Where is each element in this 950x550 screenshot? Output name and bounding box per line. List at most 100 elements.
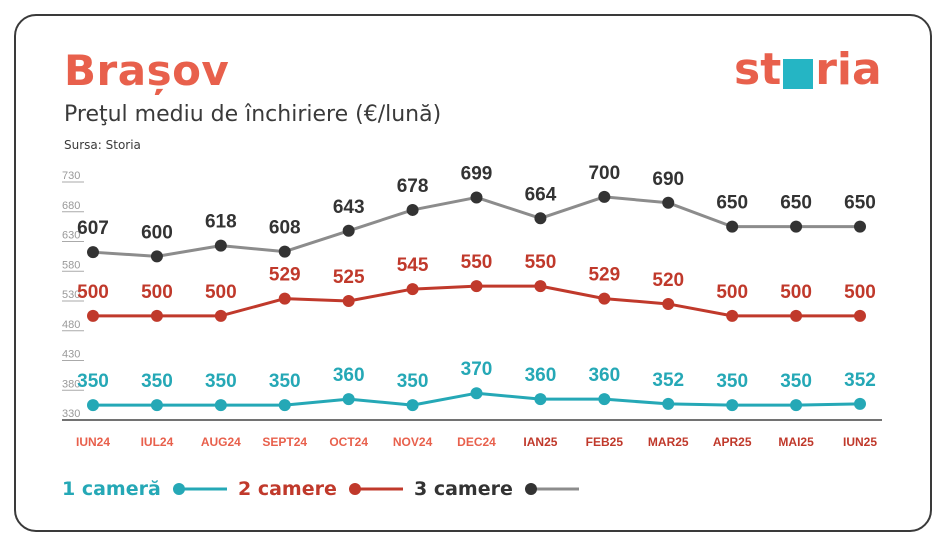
data-label-2-camere: 500 bbox=[141, 282, 173, 303]
data-point-3-camere bbox=[534, 212, 547, 225]
data-point-1-camera bbox=[790, 399, 803, 412]
y-tick-label: 630 bbox=[62, 230, 80, 242]
data-point-2-camere bbox=[854, 309, 866, 322]
data-point-2-camere bbox=[662, 297, 675, 310]
data-label-1-camera: 360 bbox=[525, 365, 557, 386]
legend-label-3-camere: 3 camere bbox=[414, 478, 513, 500]
data-point-3-camere bbox=[854, 220, 866, 233]
y-tick-label: 730 bbox=[62, 170, 80, 182]
data-point-2-camere bbox=[470, 280, 483, 293]
data-point-3-camere bbox=[790, 220, 803, 233]
legend-item-3-camere: 3 camere bbox=[414, 478, 581, 500]
data-point-2-camere bbox=[214, 309, 227, 322]
data-point-3-camere bbox=[214, 239, 227, 252]
legend-label-2-camere: 2 camere bbox=[238, 478, 337, 500]
data-point-1-camera bbox=[726, 399, 739, 412]
data-point-3-camere bbox=[726, 220, 739, 233]
data-label-3-camere: 650 bbox=[780, 193, 812, 214]
data-point-2-camere bbox=[150, 309, 163, 322]
data-point-3-camere bbox=[662, 196, 675, 209]
data-point-1-camera bbox=[150, 399, 163, 412]
data-point-2-camere bbox=[278, 292, 291, 305]
data-label-3-camere: 678 bbox=[397, 176, 429, 197]
data-point-2-camere bbox=[534, 280, 547, 293]
data-label-3-camere: 618 bbox=[205, 212, 237, 233]
data-label-1-camera: 350 bbox=[397, 371, 429, 392]
data-label-1-camera: 360 bbox=[588, 365, 620, 386]
data-label-3-camere: 607 bbox=[77, 218, 109, 239]
data-label-2-camere: 550 bbox=[461, 252, 493, 273]
legend-swatch-2-camere bbox=[348, 483, 403, 495]
x-tick-label: NOV24 bbox=[393, 435, 433, 449]
data-label-2-camere: 525 bbox=[333, 267, 365, 288]
x-tick-label: DEC24 bbox=[457, 435, 496, 449]
chart-subtitle: Preţul mediu de închiriere (€/lună) bbox=[64, 102, 442, 127]
x-tick-label: SEPT24 bbox=[262, 435, 307, 449]
legend-label-1-camera: 1 cameră bbox=[62, 478, 161, 500]
legend-item-1-camera: 1 cameră bbox=[62, 478, 229, 500]
x-tick-label: IUN24 bbox=[76, 435, 110, 449]
data-label-1-camera: 370 bbox=[461, 359, 493, 380]
data-point-1-camera bbox=[854, 397, 866, 410]
data-label-1-camera: 350 bbox=[205, 371, 237, 392]
data-label-3-camere: 690 bbox=[652, 169, 684, 190]
x-tick-label: MAI25 bbox=[778, 435, 814, 449]
data-label-2-camere: 500 bbox=[77, 282, 109, 303]
data-point-1-camera bbox=[406, 399, 419, 412]
data-point-1-camera bbox=[470, 387, 483, 400]
data-label-1-camera: 350 bbox=[716, 371, 748, 392]
data-point-1-camera bbox=[214, 399, 227, 412]
data-label-1-camera: 352 bbox=[844, 370, 876, 391]
x-tick-label: IUN25 bbox=[843, 435, 877, 449]
data-point-3-camere bbox=[278, 245, 291, 258]
data-point-3-camere bbox=[342, 224, 355, 237]
x-tick-label: IAN25 bbox=[523, 435, 557, 449]
data-label-2-camere: 520 bbox=[652, 270, 684, 291]
y-tick-label: 330 bbox=[62, 408, 80, 420]
x-tick-label: OCT24 bbox=[329, 435, 368, 449]
data-label-3-camere: 650 bbox=[844, 193, 876, 214]
data-label-2-camere: 529 bbox=[269, 265, 301, 286]
data-label-3-camere: 699 bbox=[461, 163, 493, 184]
data-point-1-camera bbox=[662, 397, 675, 410]
data-point-1-camera bbox=[87, 399, 99, 412]
data-point-3-camere bbox=[406, 203, 419, 216]
x-tick-label: APR25 bbox=[713, 435, 752, 449]
logo-text-left: st bbox=[734, 44, 782, 95]
y-tick-label: 480 bbox=[62, 319, 80, 331]
data-label-2-camere: 529 bbox=[588, 265, 620, 286]
x-tick-label: MAR25 bbox=[648, 435, 689, 449]
data-point-1-camera bbox=[278, 399, 291, 412]
legend-item-2-camere: 2 camere bbox=[238, 478, 405, 500]
y-tick-label: 430 bbox=[62, 349, 80, 361]
legend-swatch-3-camere bbox=[524, 483, 579, 495]
chart-card bbox=[14, 14, 932, 532]
data-label-2-camere: 500 bbox=[844, 282, 876, 303]
data-label-3-camere: 700 bbox=[588, 163, 620, 184]
data-label-3-camere: 608 bbox=[269, 218, 301, 239]
logo-square-icon bbox=[783, 58, 814, 89]
data-point-2-camere bbox=[790, 309, 803, 322]
data-label-1-camera: 350 bbox=[77, 371, 109, 392]
data-point-2-camere bbox=[342, 294, 355, 307]
data-label-1-camera: 360 bbox=[333, 365, 365, 386]
x-tick-label: FEB25 bbox=[586, 435, 624, 449]
data-point-1-camera bbox=[598, 393, 611, 406]
data-point-2-camere bbox=[598, 292, 611, 305]
data-label-1-camera: 350 bbox=[269, 371, 301, 392]
data-label-2-camere: 500 bbox=[205, 282, 237, 303]
data-label-2-camere: 500 bbox=[780, 282, 812, 303]
data-point-2-camere bbox=[406, 283, 419, 296]
storia-logo: st ria bbox=[734, 44, 882, 95]
data-point-3-camere bbox=[598, 190, 611, 203]
y-tick-label: 680 bbox=[62, 200, 80, 212]
city-title: Brașov bbox=[64, 46, 230, 95]
data-label-3-camere: 643 bbox=[333, 197, 365, 218]
y-tick-label: 530 bbox=[62, 289, 80, 301]
data-point-1-camera bbox=[534, 393, 547, 406]
data-label-1-camera: 350 bbox=[141, 371, 173, 392]
data-label-3-camere: 600 bbox=[141, 222, 173, 243]
x-tick-label: AUG24 bbox=[201, 435, 241, 449]
data-point-2-camere bbox=[726, 309, 739, 322]
